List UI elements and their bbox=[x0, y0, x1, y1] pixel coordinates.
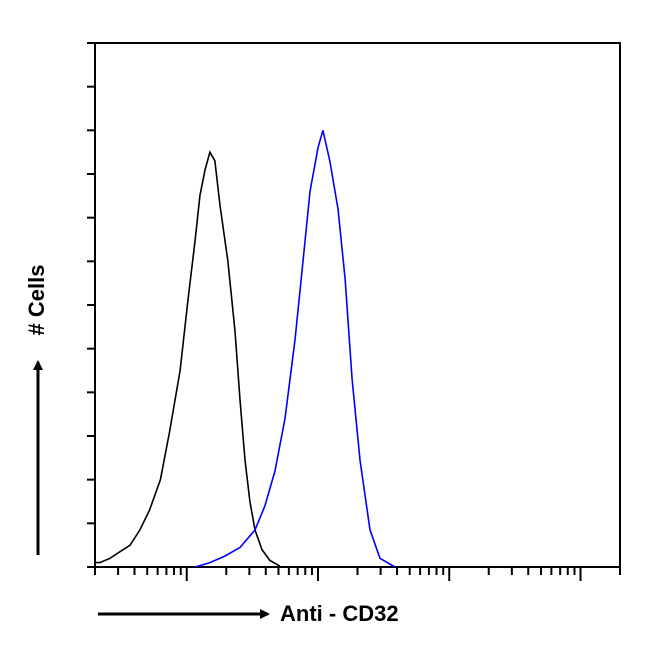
histogram-line bbox=[194, 130, 396, 568]
x-axis-label: Anti - CD32 bbox=[280, 601, 399, 626]
histogram-line bbox=[94, 150, 281, 567]
plot-frame bbox=[94, 42, 621, 568]
y-axis-label: # Cells bbox=[24, 265, 49, 336]
